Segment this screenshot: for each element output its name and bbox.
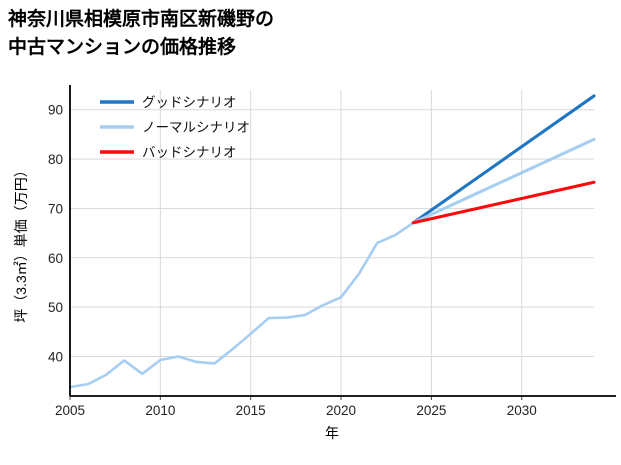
y-axis-tick-label: 60 bbox=[48, 251, 63, 266]
page-title: 神奈川県相模原市南区新磯野の 中古マンションの価格推移 bbox=[8, 9, 275, 58]
x-axis-tick-label: 2010 bbox=[145, 403, 175, 418]
series-line-projection bbox=[411, 137, 596, 225]
x-axis-title: 年 bbox=[325, 425, 339, 441]
legend-label: ノーマルシナリオ bbox=[142, 120, 250, 135]
x-axis-tick-label: 2030 bbox=[507, 403, 537, 418]
y-axis-title: 坪（3.3㎡）単価（万円） bbox=[13, 163, 29, 322]
y-axis-tick-label: 40 bbox=[48, 350, 63, 365]
y-axis-tick-label: 90 bbox=[48, 103, 63, 118]
x-axis-tick-label: 2025 bbox=[416, 403, 446, 418]
x-axis-tick-label: 2005 bbox=[55, 403, 85, 418]
series-line-projection bbox=[411, 94, 596, 225]
series-line-projection bbox=[411, 180, 596, 225]
legend-label: グッドシナリオ bbox=[142, 95, 237, 110]
x-axis-tick-label: 2015 bbox=[236, 403, 266, 418]
y-axis-tick-label: 80 bbox=[48, 152, 63, 167]
series-line-history bbox=[68, 221, 415, 389]
legend-label: バッドシナリオ bbox=[142, 145, 237, 160]
y-axis-tick-label: 70 bbox=[48, 201, 63, 216]
y-axis-tick-label: 50 bbox=[48, 300, 63, 315]
x-axis-tick-label: 2020 bbox=[326, 403, 356, 418]
